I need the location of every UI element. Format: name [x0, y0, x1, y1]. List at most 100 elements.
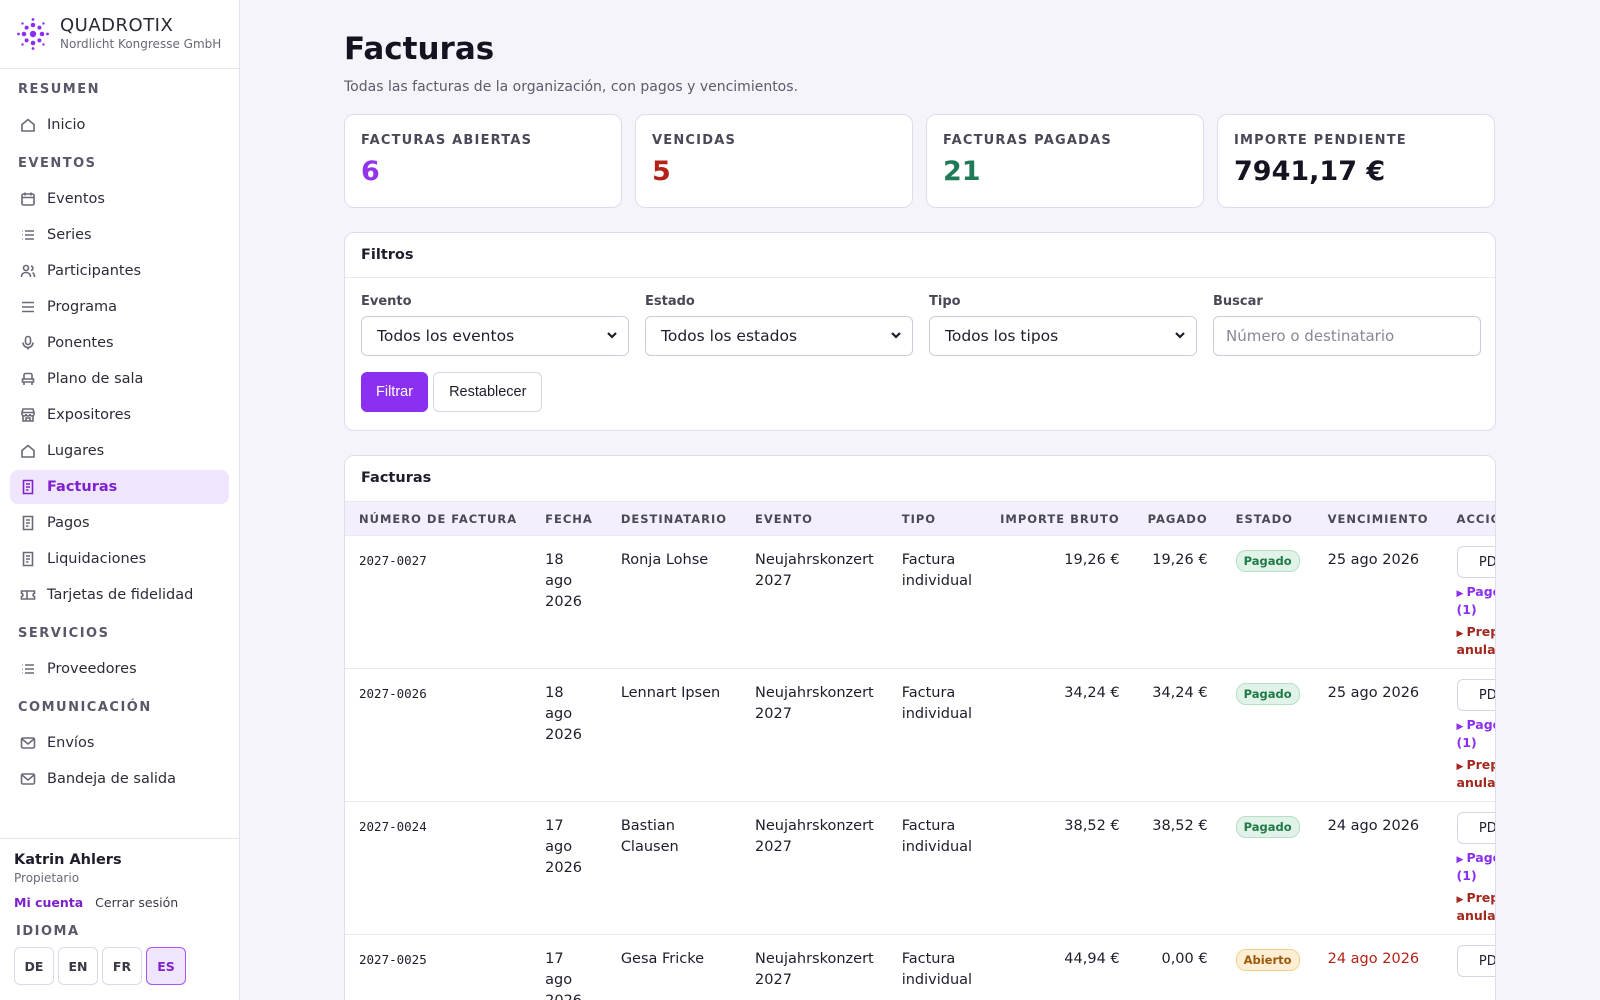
- prepare-cancellation-toggle[interactable]: ▶Preparar anulación: [1456, 890, 1496, 924]
- invoice-gross: 44,94 €: [986, 934, 1134, 1000]
- sidebar-item-tarjetas-de-fidelidad[interactable]: Tarjetas de fidelidad: [10, 578, 229, 612]
- pdf-button[interactable]: PDF: [1456, 679, 1495, 711]
- invoice-number[interactable]: 2027-0026: [345, 668, 532, 802]
- logout-link[interactable]: Cerrar sesión: [95, 895, 179, 910]
- stat-card-open: FACTURAS ABIERTAS 6: [344, 114, 622, 208]
- nav-section-servicios: SERVICIOS: [18, 626, 110, 641]
- stat-label: IMPORTE PENDIENTE: [1234, 133, 1407, 148]
- chevron-down-icon: [1174, 327, 1186, 345]
- column-header[interactable]: FECHA: [531, 501, 607, 536]
- sidebar-item-programa[interactable]: Programa: [10, 290, 229, 324]
- column-header[interactable]: TIPO: [887, 501, 987, 536]
- chevron-down-icon: [606, 327, 618, 345]
- invoice-status-cell: Abierto: [1221, 934, 1314, 1000]
- stat-card-paid: FACTURAS PAGADAS 21: [926, 114, 1204, 208]
- ticket-icon: [19, 586, 37, 604]
- sidebar-item-expositores[interactable]: Expositores: [10, 398, 229, 432]
- sidebar-item-label: Participantes: [47, 263, 142, 279]
- search-input[interactable]: Número o destinatario: [1213, 316, 1481, 356]
- user-block: Katrin Ahlers Propietario Mi cuenta Cerr…: [0, 838, 240, 985]
- sidebar-item-participantes[interactable]: Participantes: [10, 254, 229, 288]
- language-button-es[interactable]: ES: [146, 947, 186, 985]
- cancellation-label: Preparar anulación: [1456, 890, 1496, 923]
- sidebar-item-pagos[interactable]: Pagos: [10, 506, 229, 540]
- triangle-right-icon: ▶: [1456, 855, 1464, 865]
- invoice-number[interactable]: 2027-0027: [345, 535, 532, 669]
- invoice-due: 25 ago 2026: [1313, 668, 1443, 802]
- column-header[interactable]: PAGADO: [1133, 501, 1222, 536]
- nav-section-resumen: RESUMEN: [18, 82, 101, 97]
- mail-icon: [19, 770, 37, 788]
- table-row: 2027-0027 18 ago 2026 Ronja Lohse Neujah…: [345, 535, 1495, 669]
- sidebar-item-eventos[interactable]: Eventos: [10, 182, 229, 216]
- pdf-button[interactable]: PDF: [1456, 546, 1495, 578]
- invoice-actions: PDF: [1442, 934, 1495, 1000]
- sidebar-item-envios[interactable]: Envíos: [10, 726, 229, 760]
- pdf-button[interactable]: PDF: [1456, 945, 1495, 977]
- sidebar-item-liquidaciones[interactable]: Liquidaciones: [10, 542, 229, 576]
- type-select[interactable]: Todos los tipos: [929, 316, 1197, 356]
- invoice-number[interactable]: 2027-0025: [345, 934, 532, 1000]
- invoice-date: 17 ago 2026: [531, 801, 607, 935]
- prepare-cancellation-toggle[interactable]: ▶Preparar anulación: [1457, 624, 1495, 658]
- sidebar-item-plano-de-sala[interactable]: Plano de sala: [10, 362, 229, 396]
- invoice-type: Factura individual: [887, 934, 987, 1000]
- event-select[interactable]: Todos los eventos: [361, 316, 629, 356]
- sidebar: QUADROTIX Nordlicht Kongresse GmbH RESUM…: [0, 0, 240, 1000]
- sidebar-item-label: Ponentes: [47, 335, 114, 351]
- status-badge: Pagado: [1235, 550, 1300, 572]
- status-filter-label: Estado: [645, 294, 695, 309]
- sidebar-item-label: Inicio: [47, 117, 86, 133]
- invoice-recipient: Gesa Fricke: [606, 934, 742, 1000]
- invoice-actions: PDF ▶Pagos (1) ▶Preparar anulación: [1442, 801, 1496, 935]
- language-button-en[interactable]: EN: [58, 947, 98, 985]
- my-account-link[interactable]: Mi cuenta: [14, 895, 84, 910]
- invoice-status-cell: Pagado: [1221, 535, 1314, 669]
- sidebar-item-label: Bandeja de salida: [47, 771, 176, 787]
- sidebar-item-lugares[interactable]: Lugares: [10, 434, 229, 468]
- column-header[interactable]: EVENTO: [741, 501, 888, 536]
- column-header[interactable]: VENCIMIENTO: [1313, 501, 1443, 536]
- stat-label: FACTURAS ABIERTAS: [361, 133, 533, 148]
- status-select[interactable]: Todos los estados: [645, 316, 913, 356]
- prepare-cancellation-toggle[interactable]: ▶Preparar anulación: [1457, 757, 1495, 791]
- invoice-gross: 19,26 €: [986, 535, 1134, 669]
- document-icon: [19, 550, 37, 568]
- stat-value: 21: [943, 156, 981, 187]
- sidebar-item-bandeja-de-salida[interactable]: Bandeja de salida: [10, 762, 229, 796]
- column-header[interactable]: NÚMERO DE FACTURA: [345, 501, 532, 536]
- column-header[interactable]: IMPORTE BRUTO: [986, 501, 1134, 536]
- brand[interactable]: QUADROTIX Nordlicht Kongresse GmbH: [0, 0, 239, 69]
- page-title: Facturas: [344, 31, 495, 67]
- payments-toggle[interactable]: ▶Pagos (1): [1456, 717, 1495, 751]
- payments-label: Pagos (1): [1456, 717, 1495, 750]
- invoice-actions: PDF ▶Pagos (1) ▶Preparar anulación: [1442, 668, 1495, 802]
- user-name: Katrin Ahlers: [14, 852, 122, 868]
- language-button-de[interactable]: DE: [14, 947, 54, 985]
- type-filter-label: Tipo: [929, 294, 961, 309]
- sidebar-item-label: Proveedores: [47, 661, 137, 677]
- sidebar-item-ponentes[interactable]: Ponentes: [10, 326, 229, 360]
- filter-button[interactable]: Filtrar: [361, 372, 429, 412]
- table-row: 2027-0024 17 ago 2026 Bastian Clausen Ne…: [345, 801, 1496, 935]
- sidebar-item-series[interactable]: Series: [10, 218, 229, 252]
- chevron-down-icon: [890, 327, 902, 345]
- invoice-recipient: Lennart Ipsen: [606, 668, 742, 802]
- stat-card-pending-amount: IMPORTE PENDIENTE 7941,17 €: [1217, 114, 1495, 208]
- invoice-number[interactable]: 2027-0024: [345, 801, 532, 935]
- reset-button[interactable]: Restablecer: [433, 372, 543, 412]
- invoice-actions: PDF ▶Pagos (1) ▶Preparar anulación: [1442, 535, 1495, 669]
- sidebar-item-facturas[interactable]: Facturas: [10, 470, 229, 504]
- brand-name: QUADROTIX: [60, 15, 174, 36]
- payments-toggle[interactable]: ▶Pagos (1): [1457, 584, 1495, 618]
- sidebar-item-proveedores[interactable]: Proveedores: [10, 652, 229, 686]
- column-header[interactable]: ESTADO: [1221, 501, 1314, 536]
- sidebar-item-inicio[interactable]: Inicio: [10, 108, 229, 142]
- column-header[interactable]: DESTINATARIO: [606, 501, 742, 536]
- language-button-fr[interactable]: FR: [102, 947, 142, 985]
- user-role: Propietario: [14, 871, 80, 885]
- payments-toggle[interactable]: ▶Pagos (1): [1456, 850, 1495, 884]
- invoice-date: 18 ago 2026: [531, 668, 607, 802]
- stat-value: 6: [361, 156, 380, 187]
- pdf-button[interactable]: PDF: [1456, 812, 1495, 844]
